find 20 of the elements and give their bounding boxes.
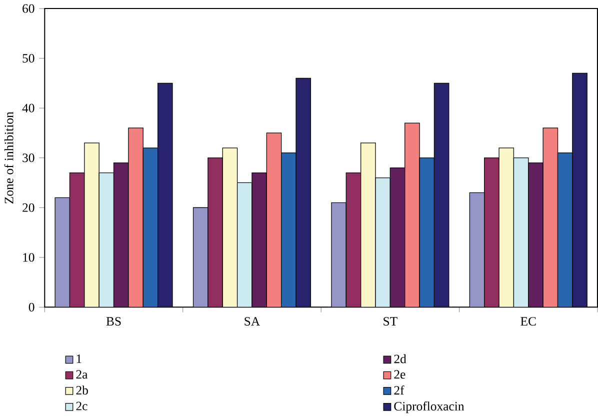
legend-label: 2a: [76, 370, 88, 378]
legend-label: 2d: [394, 354, 406, 364]
y-tick-label: 20: [22, 203, 34, 212]
y-axis-title: Zone of inhibition: [4, 112, 14, 204]
legend-label: 1: [76, 354, 82, 363]
y-tick-label: 0: [28, 302, 34, 312]
legend-label: 2e: [394, 370, 406, 378]
x-tick-label: BS: [106, 316, 121, 326]
legend-label: 2c: [76, 402, 88, 410]
y-tick-label: 60: [22, 4, 34, 13]
y-tick-label: 30: [22, 153, 34, 162]
x-tick-label: SA: [244, 316, 260, 326]
y-tick-label: 40: [22, 104, 34, 112]
x-tick-label: EC: [520, 316, 536, 326]
legend-label: Ciprofloxacin: [394, 401, 464, 413]
y-tick-label: 50: [22, 54, 34, 62]
y-tick-label: 10: [23, 252, 34, 262]
legend-label: 2f: [394, 385, 404, 394]
x-tick-label: ST: [384, 316, 398, 326]
legend-label: 2b: [76, 385, 88, 394]
